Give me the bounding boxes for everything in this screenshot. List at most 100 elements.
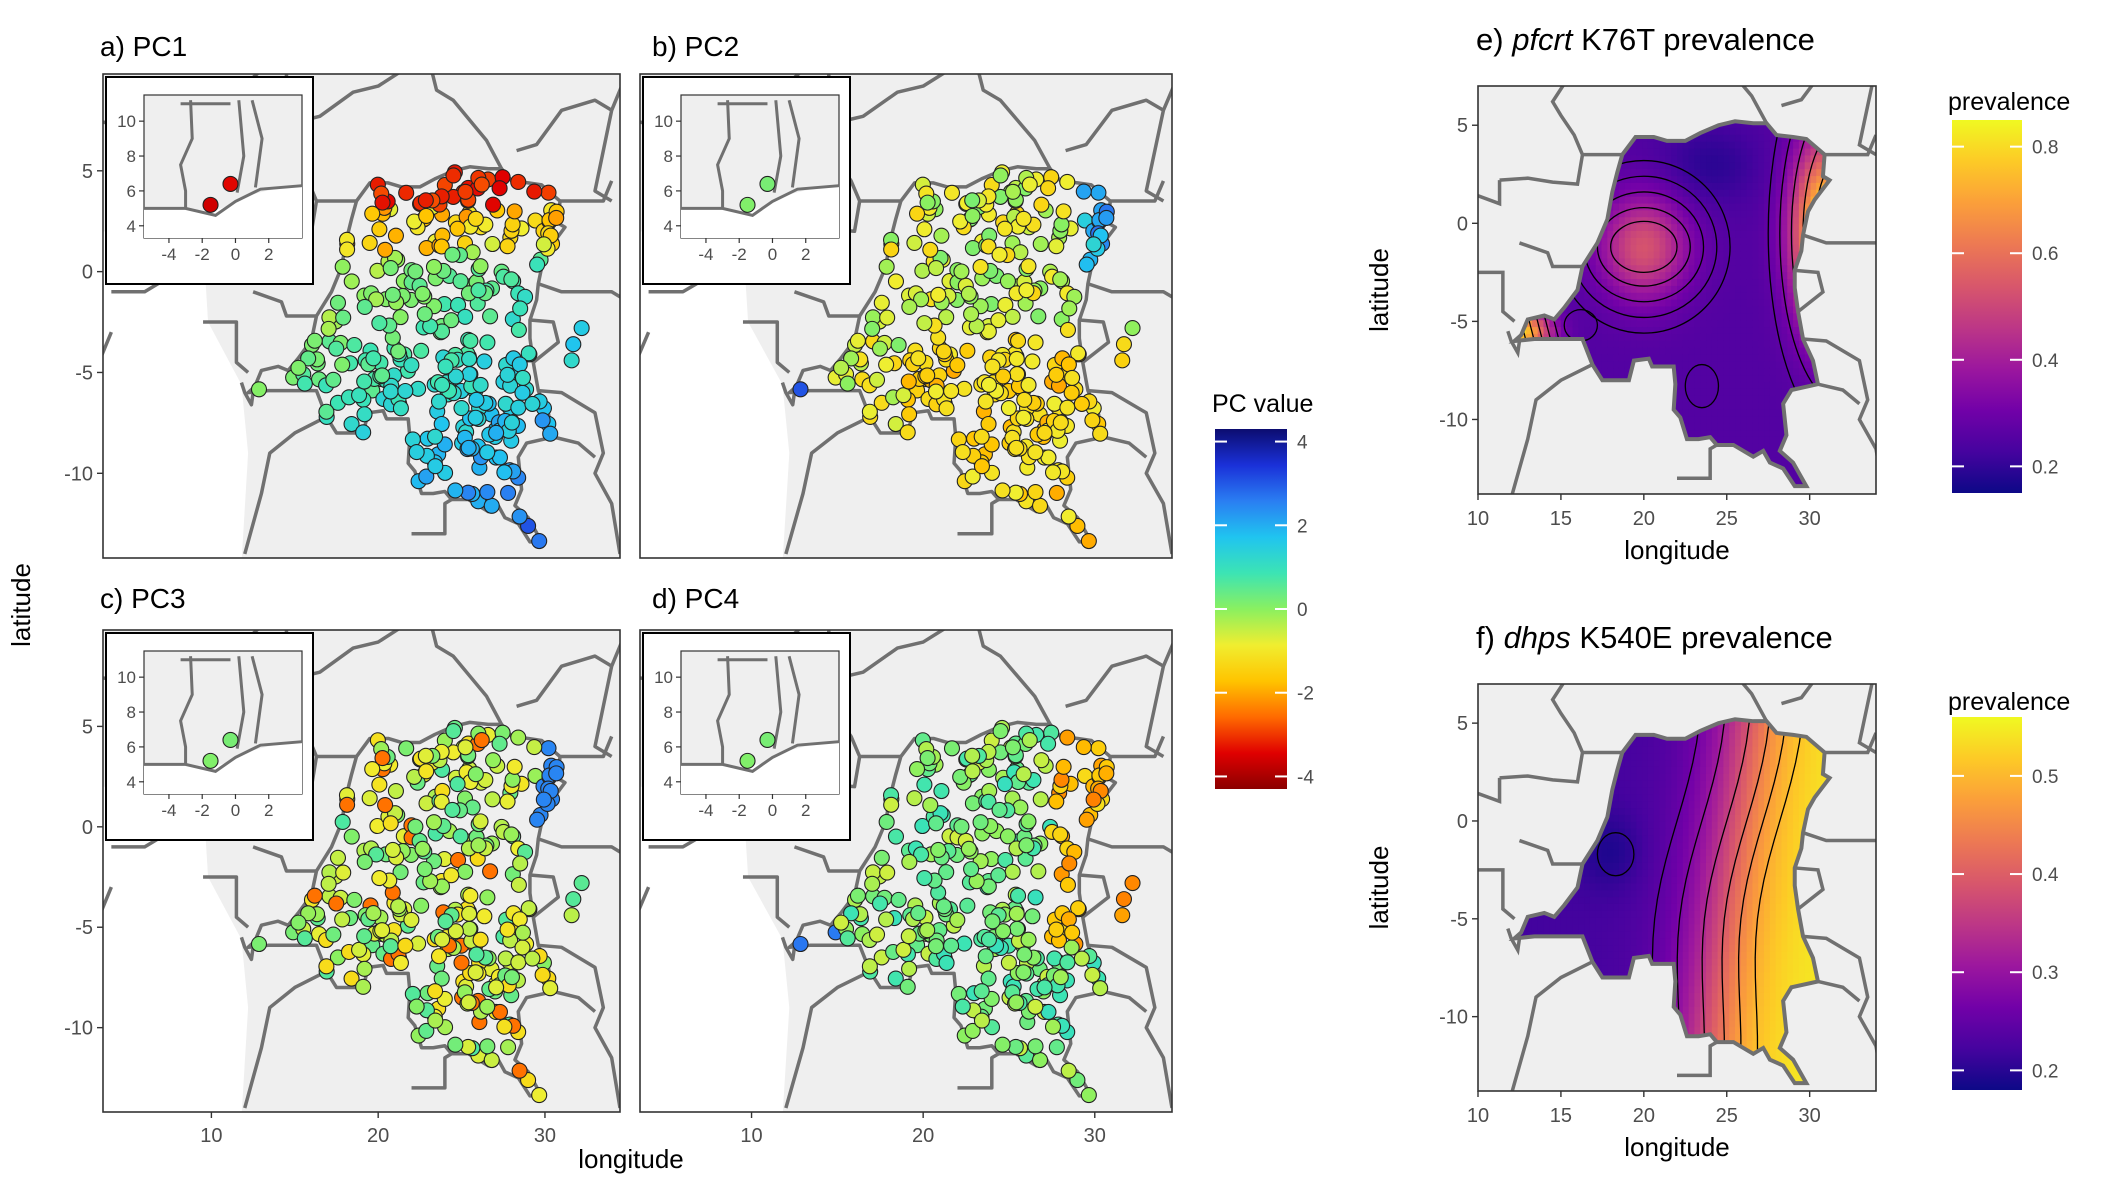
site-point: [879, 864, 896, 881]
pc-legend-tick-label: 2: [1297, 516, 1308, 537]
site-point: [524, 395, 541, 412]
prevalence-legend-title: prevalence: [1948, 88, 2070, 116]
site-point: [927, 383, 945, 400]
site-point: [1078, 256, 1095, 273]
site-point: [433, 415, 450, 433]
site-point: [318, 403, 335, 420]
site-point: [953, 818, 970, 835]
contour: [1535, 315, 1544, 342]
inset-y-tick-label: 6: [127, 182, 136, 201]
country-border: [537, 837, 620, 854]
x-tick-label: 20: [912, 1125, 934, 1147]
prevalence-legend-tick-label: 0.3: [2032, 963, 2058, 984]
country-border: [640, 331, 651, 357]
inset-x-tick-label: -2: [195, 801, 210, 820]
site-point: [883, 241, 900, 258]
site-point: [1033, 196, 1050, 213]
x-tick-label: 10: [740, 1125, 762, 1147]
site-point: [467, 964, 484, 981]
inset-frame: [105, 632, 314, 841]
country-border: [1087, 282, 1172, 299]
panel-frame: [102, 73, 621, 559]
site-point: [334, 813, 351, 831]
country-border: [430, 74, 504, 170]
shared-y-axis-label: latitude: [6, 563, 36, 647]
site-point: [1092, 425, 1109, 442]
site-point: [343, 273, 360, 290]
inset-map: -4 -2 0 2 10 8 6 4: [105, 76, 314, 285]
country-border: [1379, 223, 1445, 243]
y-tick-label: -10: [1439, 1007, 1468, 1029]
site-point: [510, 173, 527, 191]
site-point: [328, 340, 345, 357]
site-point: [1061, 300, 1078, 317]
inset-site-point: [202, 196, 219, 213]
inset-frame: [642, 632, 851, 841]
x-tick-label: 25: [1716, 1105, 1738, 1127]
site-point: [425, 258, 443, 276]
site-point: [300, 350, 317, 367]
site-point: [919, 750, 936, 767]
country-border: [793, 845, 860, 873]
site-point: [949, 357, 966, 374]
site-point: [416, 861, 433, 878]
country-border: [1817, 382, 1861, 406]
site-point: [365, 350, 382, 367]
site-point: [1007, 484, 1024, 501]
inset-y-tick-label: 4: [127, 217, 136, 236]
site-point: [910, 905, 927, 922]
site-point: [999, 273, 1016, 290]
site-point: [901, 298, 918, 315]
country-border: [1802, 337, 1876, 460]
site-point: [449, 775, 466, 793]
site-point: [392, 400, 409, 417]
country-border: [1506, 928, 1522, 956]
site-point: [1060, 1062, 1077, 1079]
inset-site-point: [739, 752, 756, 769]
site-point: [890, 336, 907, 354]
inset-border: [787, 99, 801, 188]
inset-border: [235, 100, 246, 193]
site-point: [938, 400, 955, 417]
site-point: [973, 428, 990, 445]
site-point: [871, 340, 889, 357]
site-point: [913, 291, 930, 308]
site-point: [476, 908, 493, 925]
y-tick-label: -10: [1439, 409, 1468, 431]
inset-y-tick-label: 6: [664, 738, 673, 757]
site-point: [1036, 979, 1053, 996]
map-panel-c: c) PC3 -4 -2 0 2 10 8 6 4 5 0 -5 -10 10 20 30: [64, 583, 621, 1147]
site-point: [382, 815, 399, 832]
country-border: [1857, 684, 1876, 754]
site-point: [491, 180, 508, 197]
contour: [1721, 719, 1772, 1084]
site-point: [485, 752, 502, 769]
prevalence-legend-title: prevalence: [1948, 688, 2070, 716]
site-point: [906, 790, 923, 807]
site-point: [843, 350, 860, 367]
inset-x-tick-label: -2: [195, 245, 210, 264]
country-border: [103, 886, 113, 912]
site-point: [868, 926, 886, 943]
inset-x-tick-label: -2: [732, 245, 747, 264]
x-axis-label: longitude: [1624, 535, 1730, 565]
site-point: [1114, 352, 1131, 369]
country-border: [239, 936, 255, 962]
site-point: [1000, 400, 1017, 417]
contour: [1596, 206, 1691, 287]
country-border: [1794, 268, 1825, 313]
y-tick-label: 0: [1457, 811, 1468, 833]
site-point: [325, 926, 342, 943]
site-point: [520, 345, 537, 362]
inset-border: [716, 100, 731, 209]
site-point: [1048, 793, 1065, 810]
site-point: [510, 876, 527, 893]
site-point: [450, 296, 467, 314]
site-point: [472, 931, 489, 948]
site-point: [1018, 282, 1035, 299]
site-point: [1055, 758, 1072, 775]
site-point: [980, 376, 997, 393]
inset-border: [787, 655, 801, 744]
site-point: [887, 828, 905, 845]
x-tick-label: 10: [1467, 508, 1489, 530]
